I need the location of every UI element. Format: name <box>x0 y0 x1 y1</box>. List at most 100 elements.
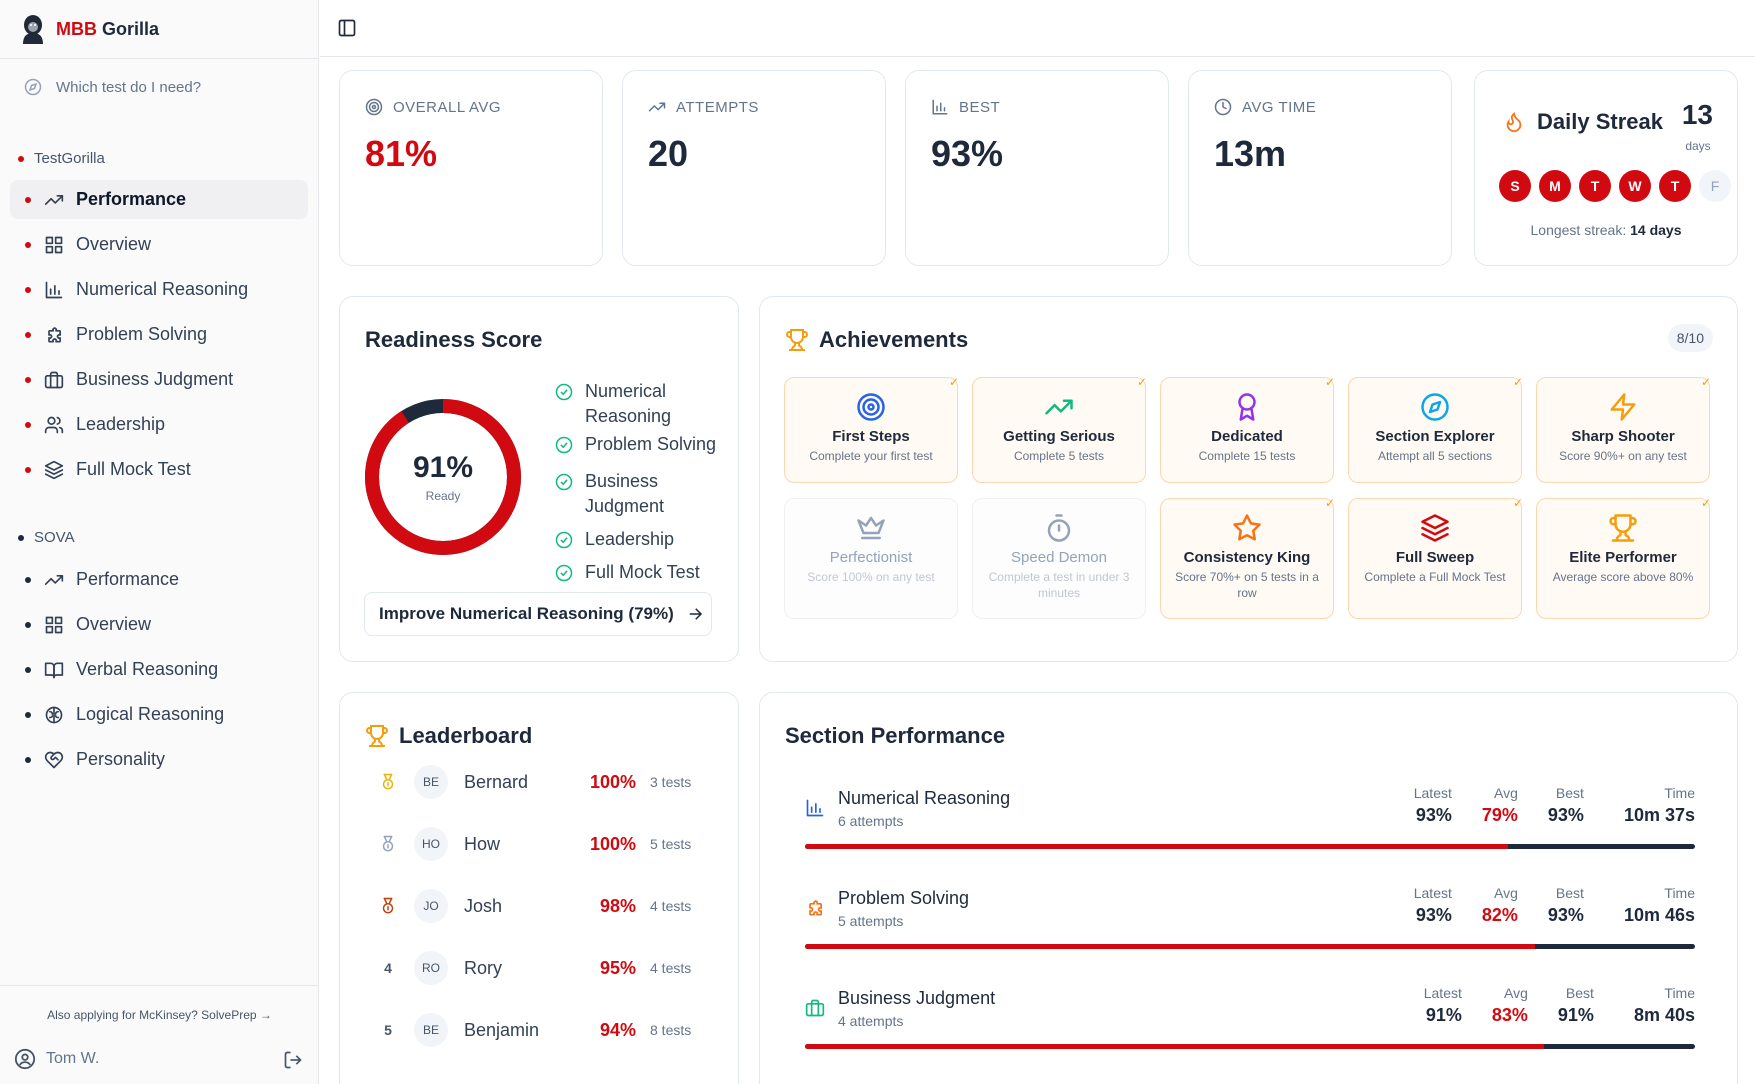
section-avg: 83% <box>1491 1005 1528 1025</box>
achievement-full-sweep[interactable]: ✓ Full Sweep Complete a Full Mock Test <box>1348 496 1523 619</box>
section-row-problem-solving[interactable]: Problem Solving 5 attempts Latest 93% Av… <box>805 885 1695 968</box>
briefcase-icon <box>44 371 64 389</box>
award-icon <box>1238 393 1256 421</box>
nav-tg-leadership[interactable]: Leadership <box>10 405 308 444</box>
nav-tg-numerical-reasoning[interactable]: Numerical Reasoning <box>10 270 308 309</box>
avatar: JO <box>414 889 448 923</box>
avatar: RO <box>414 951 448 985</box>
medal-icon <box>382 773 394 790</box>
trophy-icon <box>366 725 388 747</box>
medal-icon <box>382 835 394 852</box>
leaderboard-row[interactable]: BE Bernard 100% 3 tests <box>364 762 724 802</box>
nav-sova-personality[interactable]: Personality <box>10 740 308 779</box>
stat-label: ATTEMPTS <box>676 98 759 116</box>
trophy-icon <box>786 329 808 351</box>
achievement-getting-serious[interactable]: ✓ Getting Serious Complete 5 tests <box>972 375 1147 483</box>
section-row-business-judgment[interactable]: Business Judgment 4 attempts Latest 91% … <box>805 985 1695 1068</box>
streak-day: M <box>1539 170 1571 202</box>
section-avg: 82% <box>1481 905 1518 925</box>
achievement-first-steps[interactable]: ✓ First Steps Complete your first test <box>784 375 959 483</box>
stat-value: 81% <box>365 133 438 174</box>
nav-sova-verbal-reasoning[interactable]: Verbal Reasoning <box>10 650 308 689</box>
user-profile[interactable]: Tom W. <box>14 1048 99 1070</box>
sidebar-toggle-icon[interactable] <box>337 18 357 38</box>
arrow-right-icon <box>689 608 702 620</box>
section-performance-card: Section Performance Numerical Reasoning … <box>759 692 1738 1084</box>
target-icon <box>365 98 383 116</box>
section-progress-fill <box>805 944 1535 949</box>
achievement-consistency-king[interactable]: ✓ Consistency King Score 70%+ on 5 tests… <box>1160 496 1335 619</box>
longest-streak: Longest streak: 14 days <box>1530 222 1682 238</box>
col-header: Avg <box>1494 885 1518 901</box>
stat-value: 93% <box>931 133 1004 174</box>
player-score: 100% <box>589 833 636 854</box>
streak-day: T <box>1659 170 1691 202</box>
achievement-perfectionist[interactable]: Perfectionist Score 100% on any test <box>784 498 958 619</box>
readiness-item: Numerical Reasoning <box>555 379 725 429</box>
streak-title: Daily Streak <box>1503 109 1663 135</box>
brain-icon <box>45 706 63 724</box>
users-icon <box>44 416 64 434</box>
leaderboard-row[interactable]: 4 RO Rory 95% 4 tests <box>364 948 724 988</box>
streak-day: W <box>1619 170 1651 202</box>
nav-tg-performance[interactable]: Performance <box>10 180 308 219</box>
briefcase-icon <box>805 999 825 1017</box>
section-attempts: 5 attempts <box>838 913 904 929</box>
check-circle-icon <box>555 531 573 549</box>
achievement-speed-demon[interactable]: Speed Demon Complete a test in under 3 m… <box>972 498 1146 619</box>
section-attempts: 6 attempts <box>838 813 904 829</box>
col-header: Time <box>1664 885 1695 901</box>
bar-chart-icon <box>806 799 824 817</box>
leaderboard-row[interactable]: HO How 100% 5 tests <box>364 824 724 864</box>
section-avg: 79% <box>1481 805 1518 825</box>
crown-icon <box>857 516 885 540</box>
col-header: Latest <box>1413 885 1452 901</box>
player-tests: 4 tests <box>650 898 692 914</box>
section-row-numerical-reasoning[interactable]: Numerical Reasoning 6 attempts Latest 93… <box>805 785 1695 868</box>
rank-number: 4 <box>384 960 392 976</box>
col-header: Latest <box>1413 785 1452 801</box>
logout-icon[interactable] <box>283 1050 303 1070</box>
readiness-ring <box>365 399 521 555</box>
section-progress-fill <box>805 1044 1544 1049</box>
col-header: Time <box>1664 785 1695 801</box>
nav-tg-full-mock-test[interactable]: Full Mock Test <box>10 450 308 489</box>
stat-label: AVG TIME <box>1242 98 1317 116</box>
nav-sova-logical-reasoning[interactable]: Logical Reasoning <box>10 695 308 734</box>
stat-card-attempts: ATTEMPTS 20 <box>622 70 886 266</box>
player-tests: 4 tests <box>650 960 692 976</box>
layers-icon <box>44 460 64 480</box>
stat-card-best: BEST 93% <box>905 70 1169 266</box>
bar-chart-icon <box>45 281 63 299</box>
achievement-section-explorer[interactable]: ✓ Section Explorer Attempt all 5 section… <box>1348 375 1523 483</box>
achievement-sharp-shooter[interactable]: ✓ Sharp Shooter Score 90%+ on any test <box>1536 375 1711 483</box>
col-header: Time <box>1664 985 1695 1001</box>
which-test-link[interactable]: Which test do I need? <box>24 78 201 96</box>
improve-button[interactable]: Improve Numerical Reasoning (79%) <box>364 592 712 636</box>
solveprep-link[interactable]: Also applying for McKinsey? SolvePrep → <box>47 1008 272 1022</box>
readiness-item: Leadership <box>555 527 725 552</box>
achievements-title: Achievements <box>785 327 968 353</box>
section-attempts: 4 attempts <box>838 1013 904 1029</box>
leaderboard-row[interactable]: 5 BE Benjamin 94% 8 tests <box>364 1010 724 1050</box>
trophy-icon <box>1609 514 1637 542</box>
section-latest: 91% <box>1425 1005 1462 1025</box>
player-name: Bernard <box>464 771 529 792</box>
nav-sova-performance[interactable]: Performance <box>10 560 308 599</box>
group-sova: SOVA <box>18 529 75 546</box>
achievement-elite-performer[interactable]: ✓ Elite Performer Average score above 80… <box>1536 496 1711 619</box>
heart-handshake-icon <box>44 751 64 769</box>
nav-tg-business-judgment[interactable]: Business Judgment <box>10 360 308 399</box>
nav-sova-overview[interactable]: Overview <box>10 605 308 644</box>
nav-tg-overview[interactable]: Overview <box>10 225 308 264</box>
trending-up-icon <box>44 575 64 585</box>
nav-tg-problem-solving[interactable]: Problem Solving <box>10 315 308 354</box>
leaderboard-row[interactable]: JO Josh 98% 4 tests <box>364 886 724 926</box>
section-name: Problem Solving <box>838 888 970 908</box>
app-logo[interactable]: MBB Gorilla <box>20 12 159 46</box>
trending-up-icon <box>648 102 666 112</box>
book-icon <box>44 662 64 679</box>
brand-name: MBB Gorilla <box>56 18 160 39</box>
achievement-dedicated[interactable]: ✓ Dedicated Complete 15 tests <box>1160 375 1335 483</box>
